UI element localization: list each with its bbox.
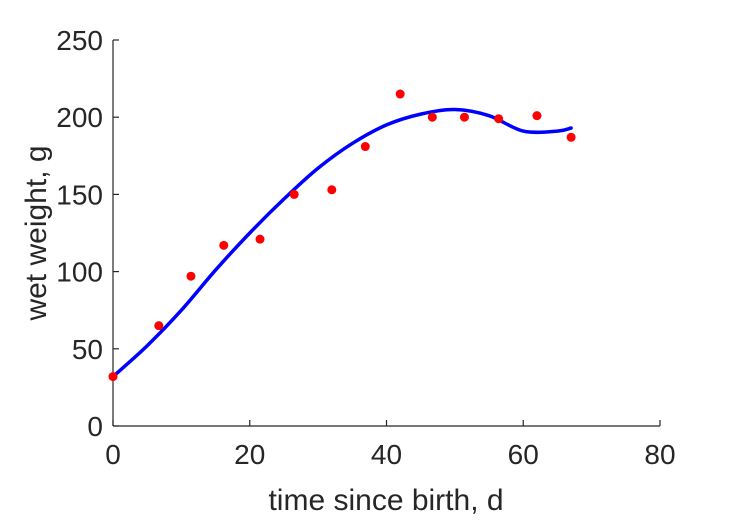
data-point (186, 271, 196, 281)
x-axis-ticks: 0 20 40 60 80 (105, 420, 676, 470)
x-tick-label: 20 (234, 439, 265, 470)
data-point (255, 234, 265, 244)
data-point (219, 240, 229, 250)
data-point (108, 372, 118, 382)
data-point (459, 112, 469, 122)
y-tick-label: 250 (56, 25, 103, 56)
x-tick-label: 60 (508, 439, 539, 470)
y-tick-label: 100 (56, 257, 103, 288)
data-point (566, 132, 576, 142)
data-point (289, 189, 299, 199)
x-axis-label: time since birth, d (268, 484, 503, 517)
y-axis-ticks: 0 50 100 150 200 250 (56, 25, 119, 442)
x-tick-label: 40 (371, 439, 402, 470)
y-tick-label: 150 (56, 179, 103, 210)
data-point (532, 111, 542, 121)
y-axis-label: wet weight, g (20, 145, 53, 321)
x-tick-label: 0 (105, 439, 121, 470)
y-tick-label: 0 (87, 411, 103, 442)
data-point (360, 142, 370, 152)
axes (112, 40, 660, 427)
data-point (395, 89, 405, 99)
data-series (108, 89, 576, 382)
fit-curve (111, 107, 573, 379)
x-tick-label: 80 (644, 439, 675, 470)
y-tick-label: 200 (56, 102, 103, 133)
y-tick-label: 50 (72, 334, 103, 365)
data-point (327, 185, 337, 195)
data-point (494, 114, 504, 124)
data-point (154, 321, 164, 331)
data-point (427, 112, 437, 122)
